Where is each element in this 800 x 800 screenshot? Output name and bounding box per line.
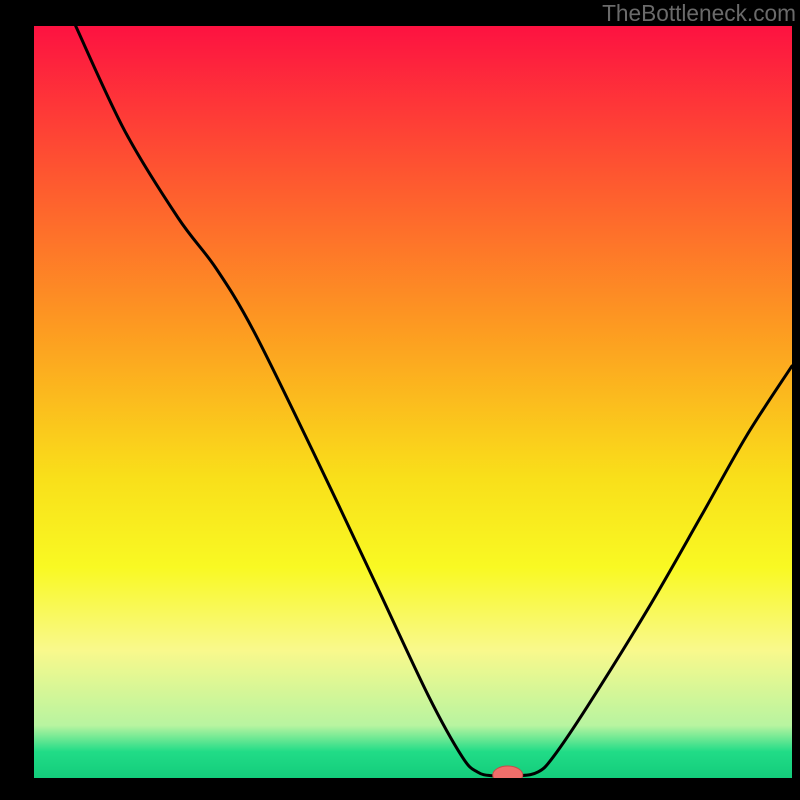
chart-frame: TheBottleneck.com	[0, 0, 800, 800]
attribution-text: TheBottleneck.com	[602, 0, 796, 27]
bottleneck-curve-chart	[34, 26, 792, 778]
plot-area	[34, 26, 792, 778]
